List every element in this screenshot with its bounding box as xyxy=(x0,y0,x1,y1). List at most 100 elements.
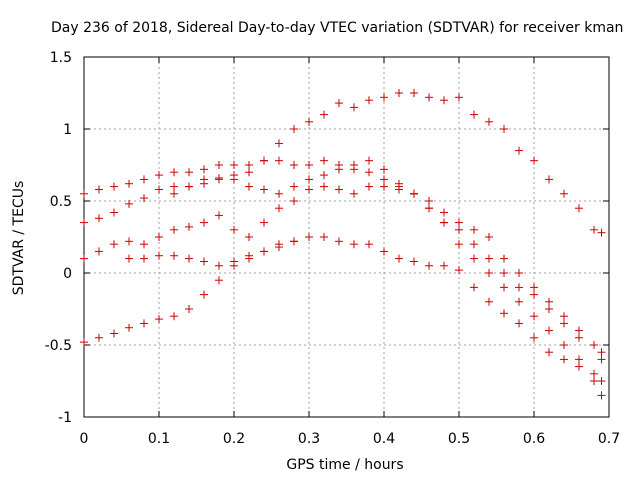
data-point xyxy=(200,218,208,227)
data-point xyxy=(500,125,508,133)
data-point xyxy=(597,377,606,385)
data-point xyxy=(380,247,388,256)
data-point xyxy=(455,240,463,249)
data-point xyxy=(425,261,433,270)
data-point xyxy=(125,199,133,208)
data-point xyxy=(380,182,388,191)
x-tick-label: 0.2 xyxy=(223,431,245,447)
data-point xyxy=(125,237,133,246)
data-point xyxy=(515,319,523,328)
data-point xyxy=(380,93,388,102)
data-point xyxy=(230,261,238,270)
data-point xyxy=(140,254,148,263)
data-point xyxy=(215,261,223,270)
data-point xyxy=(80,254,88,263)
data-point xyxy=(575,333,583,342)
data-point xyxy=(155,233,163,241)
data-point xyxy=(597,391,606,400)
data-point xyxy=(485,297,493,306)
data-point xyxy=(560,355,568,364)
data-point xyxy=(140,175,148,184)
data-point xyxy=(260,156,268,165)
data-point xyxy=(245,182,253,191)
data-point xyxy=(155,185,163,194)
data-point xyxy=(200,290,208,299)
data-point xyxy=(530,312,538,321)
data-point xyxy=(455,266,463,275)
y-tick-label: 0.5 xyxy=(50,194,72,210)
data-point xyxy=(170,251,178,260)
data-point xyxy=(305,185,313,194)
data-point xyxy=(80,189,88,198)
data-point xyxy=(425,204,433,213)
data-point xyxy=(545,348,553,357)
data-point xyxy=(500,254,508,263)
data-point xyxy=(290,125,298,133)
data-point xyxy=(560,341,568,349)
data-point xyxy=(320,233,328,241)
data-point xyxy=(320,182,328,191)
data-point xyxy=(320,171,328,180)
data-point xyxy=(200,179,208,188)
data-point xyxy=(350,103,358,112)
y-tick-label: -0.5 xyxy=(45,338,72,354)
data-point xyxy=(290,197,298,205)
data-point xyxy=(305,233,313,241)
data-point xyxy=(230,175,238,184)
data-point xyxy=(410,189,418,198)
data-point xyxy=(350,161,358,169)
data-point xyxy=(200,165,208,174)
data-point xyxy=(440,261,448,270)
data-point xyxy=(215,161,223,169)
data-point xyxy=(245,168,253,177)
data-point xyxy=(590,225,598,234)
data-point xyxy=(185,222,193,231)
x-tick-label: 0.1 xyxy=(148,431,170,447)
data-point xyxy=(110,240,118,249)
data-point xyxy=(530,283,538,292)
data-point xyxy=(485,233,493,241)
data-point xyxy=(140,319,148,328)
data-point xyxy=(597,348,606,357)
data-point xyxy=(170,168,178,177)
data-point xyxy=(575,204,583,213)
y-tick-label: 1 xyxy=(63,122,72,138)
data-point xyxy=(155,251,163,260)
data-point xyxy=(335,99,343,108)
data-point xyxy=(440,96,448,105)
data-point xyxy=(515,297,523,306)
data-point xyxy=(245,233,253,241)
data-point xyxy=(170,189,178,198)
data-point xyxy=(290,237,298,246)
data-point xyxy=(275,189,283,198)
y-tick-label: -1 xyxy=(58,410,72,426)
data-point xyxy=(320,110,328,119)
data-point xyxy=(125,179,133,188)
data-point xyxy=(470,283,478,292)
data-point xyxy=(305,161,313,169)
data-point xyxy=(515,283,523,292)
data-point xyxy=(365,182,373,191)
data-point xyxy=(275,240,283,249)
y-axis-label: SDTVAR / TECUs xyxy=(11,180,27,296)
data-point xyxy=(350,189,358,198)
data-point xyxy=(110,329,118,338)
data-point xyxy=(470,225,478,234)
data-point xyxy=(485,254,493,263)
data-point xyxy=(440,208,448,217)
data-point xyxy=(365,168,373,177)
data-point xyxy=(140,240,148,249)
data-point xyxy=(395,185,403,194)
data-point xyxy=(575,362,583,371)
data-point xyxy=(440,218,448,227)
data-point xyxy=(95,247,103,256)
data-point xyxy=(410,89,418,97)
data-point xyxy=(260,185,268,194)
data-point xyxy=(455,225,463,234)
data-point xyxy=(80,218,88,227)
data-point xyxy=(95,214,103,223)
data-point xyxy=(350,240,358,249)
data-point xyxy=(470,110,478,119)
data-point xyxy=(260,218,268,227)
